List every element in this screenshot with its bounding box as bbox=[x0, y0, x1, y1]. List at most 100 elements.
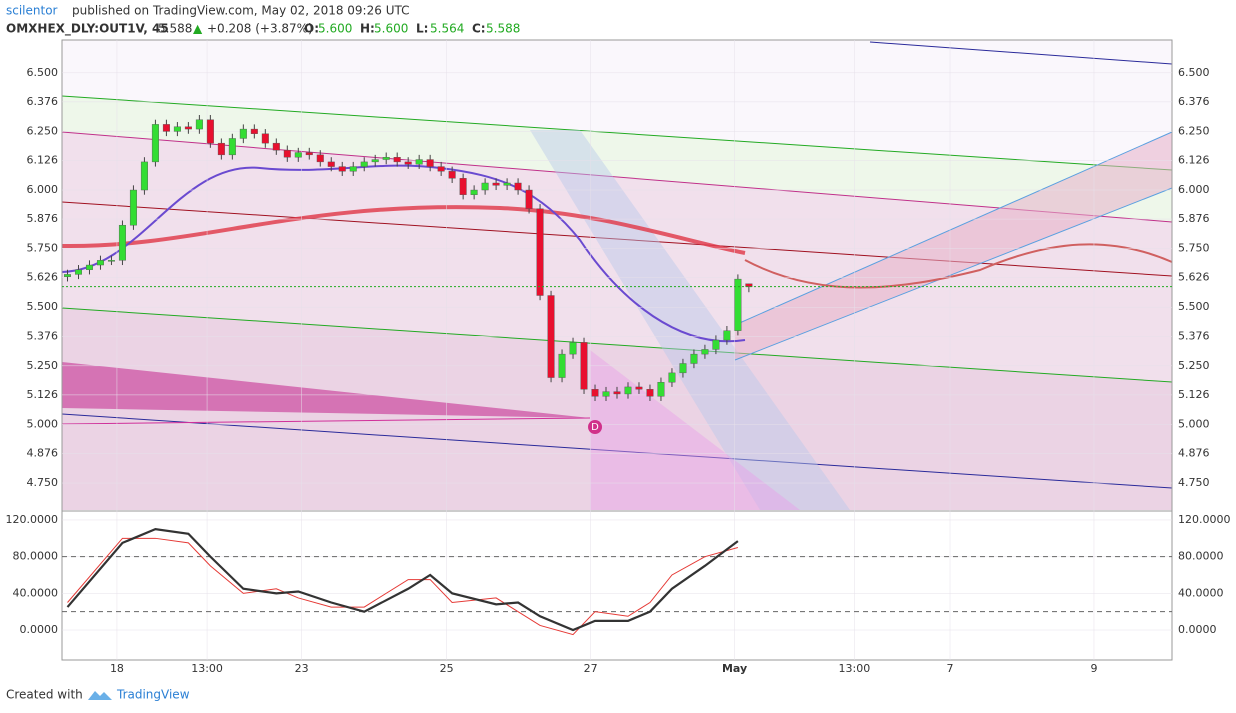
y-tick-label: 120.0000 bbox=[6, 513, 59, 526]
candle-body bbox=[228, 138, 236, 156]
candle-body bbox=[558, 353, 566, 378]
x-tick-label: 27 bbox=[584, 662, 598, 675]
y-tick-label: 0.0000 bbox=[1178, 623, 1217, 636]
projection bbox=[744, 243, 1173, 289]
candle-body bbox=[162, 124, 170, 132]
candle-body bbox=[723, 330, 731, 341]
y-tick-label: 5.000 bbox=[1178, 417, 1210, 430]
candle-body bbox=[646, 389, 654, 397]
y-tick-label: 4.876 bbox=[27, 447, 59, 460]
candle-body bbox=[657, 382, 665, 397]
candle-body bbox=[382, 157, 390, 160]
candle-body bbox=[184, 126, 192, 130]
candle-body bbox=[360, 161, 368, 167]
y-tick-label: 5.376 bbox=[27, 329, 59, 342]
last-price: 5.588 bbox=[158, 22, 192, 36]
x-tick-label: May bbox=[722, 662, 747, 675]
pitchfork bbox=[735, 132, 1172, 360]
fan bbox=[590, 350, 800, 510]
ohlc-label: L: bbox=[416, 22, 428, 36]
symbol: OMXHEX_DLY:OUT1V, 45 bbox=[6, 22, 169, 37]
candle-body bbox=[514, 182, 522, 191]
y-tick-label: 6.000 bbox=[1178, 183, 1210, 196]
oscillator-line bbox=[67, 537, 739, 636]
x-tick-label: 23 bbox=[295, 662, 309, 675]
moving-average bbox=[61, 164, 746, 343]
y-tick-label: 6.126 bbox=[27, 153, 59, 166]
y-tick-label: 6.376 bbox=[27, 95, 59, 108]
y-tick-label: 5.250 bbox=[1178, 359, 1210, 372]
y-tick-label: 4.750 bbox=[1178, 476, 1210, 489]
y-tick-label: 6.126 bbox=[1178, 153, 1210, 166]
trend-line bbox=[61, 307, 1173, 383]
candle-body bbox=[448, 171, 456, 179]
change: +0.208 (+3.87%) bbox=[207, 22, 313, 36]
y-tick-label: 4.876 bbox=[1178, 447, 1210, 460]
x-tick-label: 18 bbox=[110, 662, 124, 675]
candle-body bbox=[470, 189, 478, 195]
y-tick-label: 40.0000 bbox=[1178, 586, 1224, 599]
x-tick-label: 25 bbox=[440, 662, 454, 675]
candle-body bbox=[690, 353, 698, 364]
moving-average bbox=[61, 205, 746, 255]
candle-body bbox=[151, 124, 159, 163]
trend-line bbox=[61, 95, 1173, 171]
y-tick-label: 80.0000 bbox=[1178, 550, 1224, 563]
y-tick-label: 5.626 bbox=[1178, 271, 1210, 284]
x-tick-label: 13:00 bbox=[191, 662, 223, 675]
candle-body bbox=[635, 386, 643, 390]
candle-body bbox=[591, 389, 599, 397]
candle-body bbox=[580, 342, 588, 390]
candle-body bbox=[481, 182, 489, 191]
candle-body bbox=[294, 152, 302, 158]
candle-body bbox=[338, 166, 346, 172]
candle-body bbox=[569, 342, 577, 355]
y-tick-label: 5.500 bbox=[1178, 300, 1210, 313]
y-tick-label: 5.376 bbox=[1178, 329, 1210, 342]
y-tick-label: 80.0000 bbox=[13, 550, 59, 563]
candle-body bbox=[624, 386, 632, 395]
candle-body bbox=[734, 278, 742, 331]
candle-body bbox=[349, 166, 357, 172]
trend-line bbox=[61, 201, 1173, 277]
oscillator-line bbox=[66, 528, 739, 632]
candle-body bbox=[745, 283, 753, 287]
footer-brand[interactable]: TradingView bbox=[116, 688, 190, 702]
trend-line bbox=[869, 41, 1173, 65]
trend-line bbox=[61, 131, 1173, 223]
y-tick-label: 6.500 bbox=[27, 66, 59, 79]
y-tick-label: 0.0000 bbox=[20, 623, 59, 636]
y-tick-label: 5.876 bbox=[1178, 212, 1210, 225]
candle-body bbox=[305, 152, 313, 156]
candle-body bbox=[547, 295, 555, 378]
oscillator-pane bbox=[62, 512, 1172, 660]
x-tick-label: 9 bbox=[1090, 662, 1097, 675]
triangle bbox=[62, 362, 590, 418]
up-arrow: ▲ bbox=[193, 22, 203, 36]
candle-body bbox=[74, 269, 82, 275]
y-tick-label: 5.250 bbox=[27, 359, 59, 372]
candle-body bbox=[668, 372, 676, 383]
candle-body bbox=[140, 161, 148, 191]
y-tick-label: 6.376 bbox=[1178, 95, 1210, 108]
candle-body bbox=[492, 182, 500, 186]
candle-body bbox=[250, 128, 258, 134]
candle-body bbox=[173, 126, 181, 132]
candle-body bbox=[96, 260, 104, 266]
candle-body bbox=[404, 161, 412, 165]
candle-body bbox=[602, 391, 610, 397]
annotation-marker bbox=[588, 419, 603, 434]
candle-body bbox=[701, 349, 709, 355]
candle-body bbox=[261, 133, 269, 144]
y-tick-label: 6.000 bbox=[27, 183, 59, 196]
footer-text: Created with bbox=[6, 688, 83, 702]
ohlc-value: 5.588 bbox=[486, 22, 520, 36]
trend-line bbox=[61, 413, 1173, 489]
candle-body bbox=[503, 182, 511, 186]
candle-body bbox=[679, 363, 687, 374]
y-tick-label: 5.126 bbox=[1178, 388, 1210, 401]
ohlc-label: H: bbox=[360, 22, 375, 36]
author[interactable]: scilentor bbox=[6, 4, 58, 18]
y-tick-label: 6.250 bbox=[1178, 124, 1210, 137]
